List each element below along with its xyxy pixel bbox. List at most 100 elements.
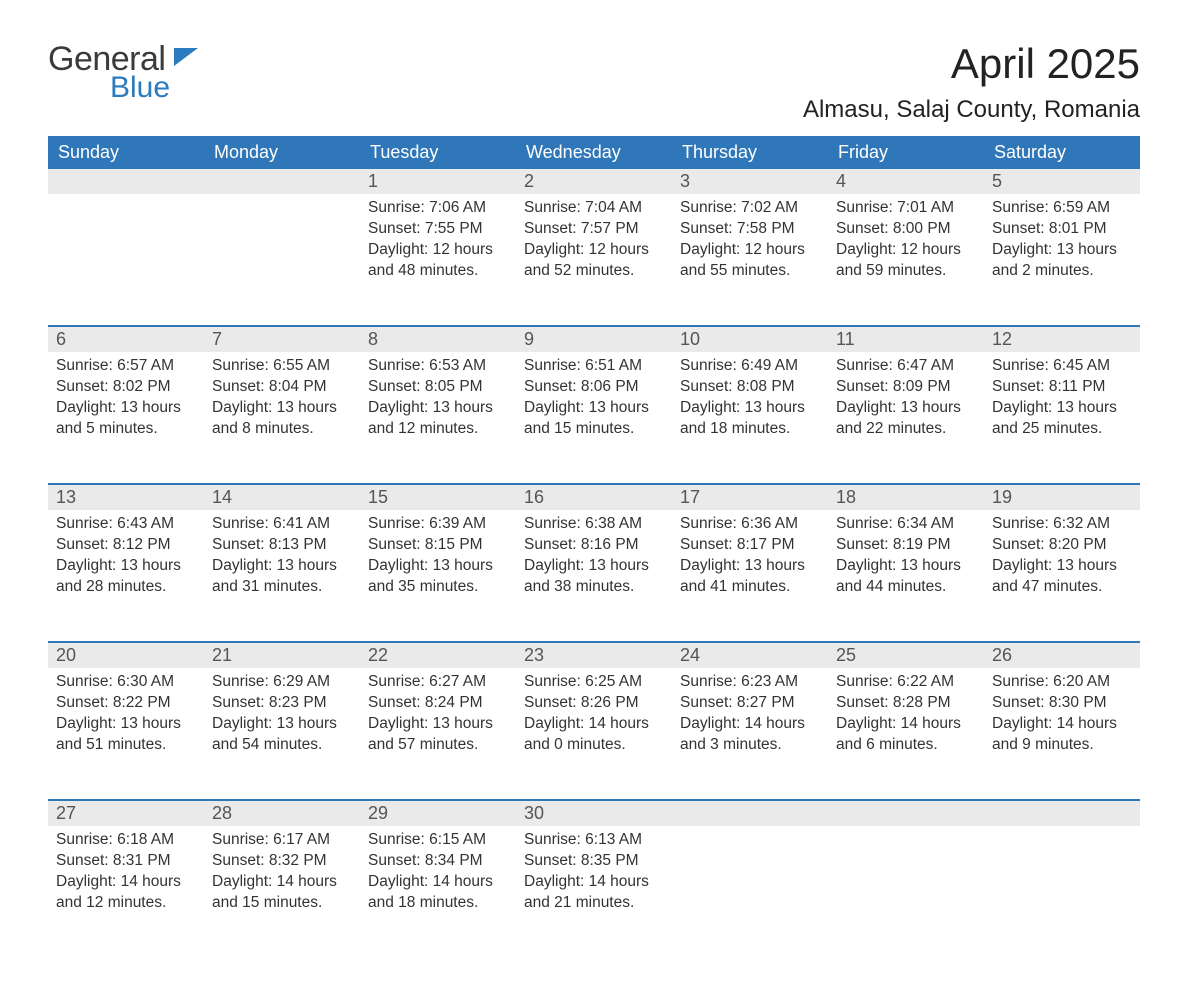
sunrise-text: Sunrise: 7:06 AM: [368, 198, 508, 219]
daylight-text: and 38 minutes.: [524, 577, 664, 598]
sunrise-text: Sunrise: 6:34 AM: [836, 514, 976, 535]
sunset-text: Sunset: 8:08 PM: [680, 377, 820, 398]
daynum-row: 27282930: [48, 801, 1140, 826]
day-number: 24: [672, 643, 828, 668]
week-row: Sunrise: 6:18 AMSunset: 8:31 PMDaylight:…: [48, 826, 1140, 958]
day-cell: [48, 194, 204, 326]
day-cell: Sunrise: 6:41 AMSunset: 8:13 PMDaylight:…: [204, 510, 360, 642]
week-row: Sunrise: 7:06 AMSunset: 7:55 PMDaylight:…: [48, 194, 1140, 326]
week-row: Sunrise: 6:57 AMSunset: 8:02 PMDaylight:…: [48, 352, 1140, 484]
daylight-text: Daylight: 13 hours: [524, 398, 664, 419]
sunset-text: Sunset: 8:23 PM: [212, 693, 352, 714]
day-cell: Sunrise: 6:17 AMSunset: 8:32 PMDaylight:…: [204, 826, 360, 958]
daylight-text: Daylight: 13 hours: [524, 556, 664, 577]
daylight-text: Daylight: 13 hours: [680, 398, 820, 419]
sunset-text: Sunset: 8:35 PM: [524, 851, 664, 872]
daylight-text: and 12 minutes.: [368, 419, 508, 440]
daylight-text: and 35 minutes.: [368, 577, 508, 598]
sunset-text: Sunset: 8:26 PM: [524, 693, 664, 714]
daylight-text: and 6 minutes.: [836, 735, 976, 756]
sunrise-text: Sunrise: 6:57 AM: [56, 356, 196, 377]
sunrise-text: Sunrise: 6:41 AM: [212, 514, 352, 535]
daylight-text: Daylight: 14 hours: [524, 714, 664, 735]
day-cell: Sunrise: 6:18 AMSunset: 8:31 PMDaylight:…: [48, 826, 204, 958]
sunset-text: Sunset: 8:16 PM: [524, 535, 664, 556]
day-cell: Sunrise: 6:23 AMSunset: 8:27 PMDaylight:…: [672, 668, 828, 800]
sunrise-text: Sunrise: 6:43 AM: [56, 514, 196, 535]
day-number: 3: [672, 169, 828, 194]
daylight-text: Daylight: 14 hours: [212, 872, 352, 893]
day-number: 20: [48, 643, 204, 668]
sunrise-text: Sunrise: 6:59 AM: [992, 198, 1132, 219]
daylight-text: Daylight: 13 hours: [992, 398, 1132, 419]
daylight-text: Daylight: 13 hours: [212, 714, 352, 735]
sunrise-text: Sunrise: 7:02 AM: [680, 198, 820, 219]
day-number: [984, 801, 1140, 826]
day-cell: Sunrise: 6:53 AMSunset: 8:05 PMDaylight:…: [360, 352, 516, 484]
daylight-text: Daylight: 14 hours: [992, 714, 1132, 735]
daynum-row: 20212223242526: [48, 643, 1140, 668]
daynum-row: 12345: [48, 169, 1140, 194]
sunrise-text: Sunrise: 6:53 AM: [368, 356, 508, 377]
sunset-text: Sunset: 8:01 PM: [992, 219, 1132, 240]
daylight-text: and 0 minutes.: [524, 735, 664, 756]
day-number: 15: [360, 485, 516, 510]
daylight-text: and 3 minutes.: [680, 735, 820, 756]
daylight-text: and 28 minutes.: [56, 577, 196, 598]
sunset-text: Sunset: 8:34 PM: [368, 851, 508, 872]
weekday-header: Thursday: [672, 136, 828, 169]
daylight-text: Daylight: 14 hours: [680, 714, 820, 735]
day-number: 18: [828, 485, 984, 510]
daylight-text: and 9 minutes.: [992, 735, 1132, 756]
day-number: 17: [672, 485, 828, 510]
sunrise-text: Sunrise: 6:22 AM: [836, 672, 976, 693]
daylight-text: Daylight: 14 hours: [524, 872, 664, 893]
daylight-text: Daylight: 14 hours: [368, 872, 508, 893]
daylight-text: Daylight: 12 hours: [524, 240, 664, 261]
day-number: 21: [204, 643, 360, 668]
day-cell: [672, 826, 828, 958]
sunset-text: Sunset: 8:27 PM: [680, 693, 820, 714]
day-number: 6: [48, 327, 204, 352]
day-cell: Sunrise: 6:57 AMSunset: 8:02 PMDaylight:…: [48, 352, 204, 484]
day-cell: Sunrise: 6:13 AMSunset: 8:35 PMDaylight:…: [516, 826, 672, 958]
weekday-header: Wednesday: [516, 136, 672, 169]
day-number: 16: [516, 485, 672, 510]
day-number: 11: [828, 327, 984, 352]
sunset-text: Sunset: 8:24 PM: [368, 693, 508, 714]
day-number: 7: [204, 327, 360, 352]
daylight-text: and 18 minutes.: [680, 419, 820, 440]
daylight-text: Daylight: 12 hours: [680, 240, 820, 261]
day-cell: Sunrise: 6:29 AMSunset: 8:23 PMDaylight:…: [204, 668, 360, 800]
day-cell: Sunrise: 6:38 AMSunset: 8:16 PMDaylight:…: [516, 510, 672, 642]
day-number: [672, 801, 828, 826]
daylight-text: Daylight: 14 hours: [56, 872, 196, 893]
sunrise-text: Sunrise: 6:36 AM: [680, 514, 820, 535]
weekday-header: Friday: [828, 136, 984, 169]
daylight-text: Daylight: 14 hours: [836, 714, 976, 735]
sunrise-text: Sunrise: 6:23 AM: [680, 672, 820, 693]
day-cell: Sunrise: 6:27 AMSunset: 8:24 PMDaylight:…: [360, 668, 516, 800]
sunrise-text: Sunrise: 6:38 AM: [524, 514, 664, 535]
sunset-text: Sunset: 8:04 PM: [212, 377, 352, 398]
daylight-text: and 41 minutes.: [680, 577, 820, 598]
daylight-text: Daylight: 13 hours: [680, 556, 820, 577]
day-cell: Sunrise: 7:04 AMSunset: 7:57 PMDaylight:…: [516, 194, 672, 326]
daylight-text: and 48 minutes.: [368, 261, 508, 282]
day-cell: Sunrise: 6:15 AMSunset: 8:34 PMDaylight:…: [360, 826, 516, 958]
day-number: 29: [360, 801, 516, 826]
sunset-text: Sunset: 8:19 PM: [836, 535, 976, 556]
sunrise-text: Sunrise: 6:30 AM: [56, 672, 196, 693]
day-number: [828, 801, 984, 826]
day-number: 9: [516, 327, 672, 352]
title-block: April 2025 Almasu, Salaj County, Romania: [803, 40, 1140, 124]
daynum-row: 6789101112: [48, 327, 1140, 352]
day-number: 23: [516, 643, 672, 668]
day-number: 13: [48, 485, 204, 510]
day-number: 8: [360, 327, 516, 352]
sunrise-text: Sunrise: 6:15 AM: [368, 830, 508, 851]
daylight-text: and 52 minutes.: [524, 261, 664, 282]
day-cell: Sunrise: 6:45 AMSunset: 8:11 PMDaylight:…: [984, 352, 1140, 484]
sunset-text: Sunset: 8:05 PM: [368, 377, 508, 398]
day-cell: Sunrise: 6:36 AMSunset: 8:17 PMDaylight:…: [672, 510, 828, 642]
